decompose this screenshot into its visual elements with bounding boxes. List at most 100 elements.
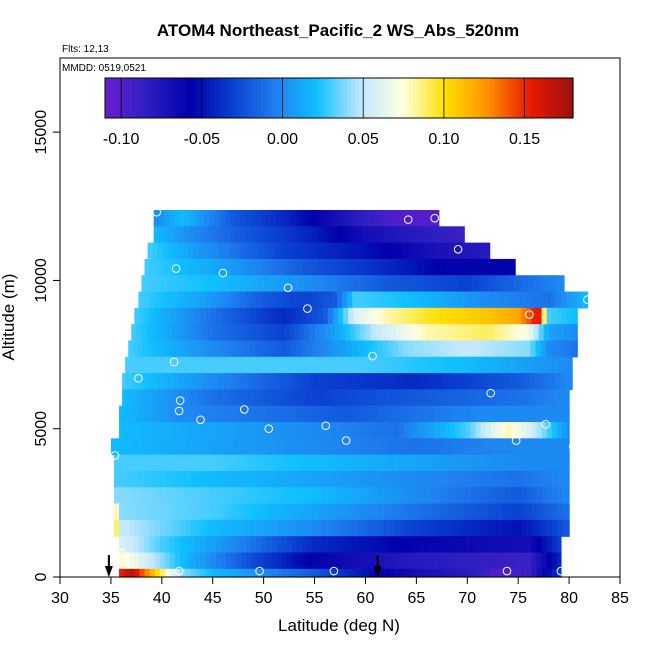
heatmap-cell: [358, 454, 365, 472]
heatmap-cell: [428, 340, 435, 358]
heatmap-cell: [497, 438, 504, 456]
heatmap-cell: [174, 226, 180, 244]
heatmap-cell: [195, 405, 202, 423]
colorbar-swatch: [300, 78, 305, 118]
heatmap-cell: [330, 389, 337, 407]
heatmap-cell: [424, 405, 431, 423]
heatmap-cell: [299, 438, 305, 456]
y-tick-label: 0: [33, 572, 50, 581]
heatmap-cell: [352, 291, 358, 309]
heatmap-cell: [388, 454, 395, 472]
heatmap-cell: [168, 209, 175, 227]
heatmap-cell: [140, 356, 147, 374]
heatmap-cell: [225, 536, 232, 554]
heatmap-cell: [255, 226, 262, 244]
heatmap-cell: [377, 291, 384, 309]
heatmap-cell: [490, 405, 497, 423]
heatmap-cell: [289, 438, 295, 456]
heatmap-cell: [199, 291, 206, 309]
colorbar-swatch: [420, 78, 426, 118]
heatmap-cell: [522, 356, 528, 374]
colorbar-swatch: [530, 78, 535, 118]
heatmap-cell: [302, 503, 309, 521]
heatmap-cell: [434, 470, 441, 488]
heatmap-cell: [448, 226, 455, 244]
heatmap-cell: [346, 242, 352, 260]
heatmap-cell: [215, 454, 222, 472]
heatmap-cell: [505, 307, 512, 325]
heatmap-cell: [551, 536, 558, 554]
heatmap-cell: [205, 552, 212, 570]
heatmap-cell: [408, 340, 414, 358]
heatmap-cell: [180, 258, 186, 276]
heatmap-cell: [312, 568, 319, 578]
heatmap-cell: [217, 275, 224, 293]
heatmap-cell: [437, 389, 444, 407]
heatmap-cell: [327, 307, 334, 325]
heatmap-cell: [265, 209, 272, 227]
colorbar-swatch: [179, 78, 184, 118]
heatmap-cell: [296, 291, 302, 309]
heatmap-cell: [427, 373, 434, 391]
heatmap-cell: [241, 503, 247, 521]
heatmap-cell: [241, 405, 247, 423]
heatmap-cell: [399, 487, 405, 505]
heatmap-cell: [480, 258, 487, 276]
heatmap-cell: [364, 356, 371, 374]
heatmap-cell: [322, 454, 329, 472]
heatmap-cell: [414, 536, 421, 554]
heatmap-cell: [429, 307, 436, 325]
heatmap-cell: [322, 552, 329, 570]
heatmap-cell: [287, 487, 293, 505]
heatmap-cell: [368, 307, 375, 325]
heatmap-cell: [271, 454, 278, 472]
heatmap-cell: [207, 438, 214, 456]
heatmap-cell: [314, 324, 321, 342]
heatmap-cell: [500, 487, 507, 505]
heatmap-cell: [180, 503, 186, 521]
heatmap-cell: [526, 422, 533, 439]
heatmap-cell: [177, 438, 183, 456]
heatmap-cell: [191, 356, 198, 374]
heatmap-cell: [423, 291, 430, 309]
heatmap-cell: [218, 373, 225, 391]
heatmap-cell: [251, 470, 258, 488]
heatmap-cell: [256, 454, 263, 472]
heatmap-cell: [416, 324, 423, 342]
heatmap-cell: [213, 389, 220, 407]
heatmap-cell: [358, 470, 365, 488]
heatmap-cell: [388, 470, 395, 488]
heatmap-cell: [437, 242, 444, 260]
heatmap-cell: [353, 487, 359, 505]
heatmap-cell: [159, 258, 166, 276]
heatmap-cell: [312, 258, 319, 276]
heatmap-cell: [281, 470, 288, 488]
heatmap-cell: [514, 373, 520, 391]
heatmap-cell: [266, 454, 273, 472]
heatmap-cell: [322, 519, 329, 537]
x-tick-label: 60: [357, 590, 375, 607]
heatmap-cell: [521, 519, 527, 537]
heatmap-cell: [306, 209, 313, 227]
heatmap-cell: [319, 438, 326, 456]
heatmap-cell: [516, 307, 522, 325]
heatmap-cell: [129, 470, 135, 488]
location-arrows: [104, 555, 382, 577]
heatmap-cell: [387, 226, 394, 244]
heatmap-cell: [373, 454, 380, 472]
colorbar-swatch: [237, 78, 243, 118]
heatmap-cell: [458, 389, 464, 407]
heatmap-cell: [291, 209, 297, 227]
heatmap-cell: [353, 519, 359, 537]
heatmap-cell: [276, 307, 283, 325]
heatmap-cell: [119, 536, 125, 554]
heatmap-cell: [151, 438, 158, 456]
heatmap-cell: [363, 552, 370, 570]
colorbar-swatch: [151, 78, 157, 118]
heatmap-cell: [210, 519, 217, 537]
heatmap-cell: [322, 258, 329, 276]
heatmap-cell: [292, 307, 298, 325]
heatmap-cell: [241, 552, 247, 570]
heatmap-cell: [190, 405, 197, 423]
heatmap-cell: [493, 389, 500, 407]
